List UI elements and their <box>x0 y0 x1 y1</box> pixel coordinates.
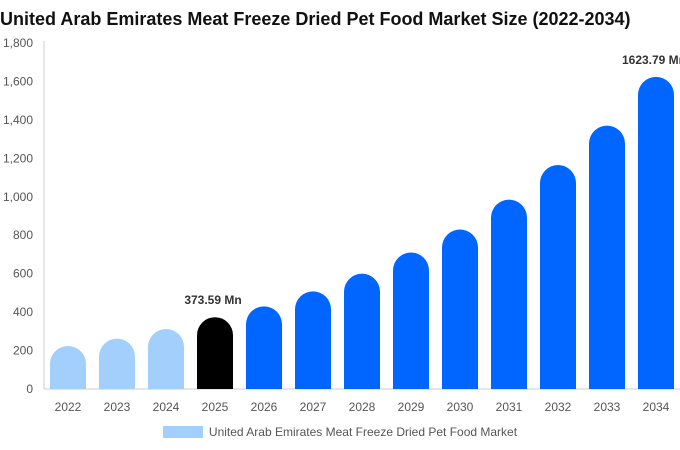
x-tick-label: 2034 <box>643 400 670 414</box>
bar-2030 <box>442 229 478 389</box>
bar-2023 <box>99 338 135 389</box>
x-tick-label: 2026 <box>251 400 278 414</box>
bar-2022 <box>50 345 86 389</box>
x-tick-label: 2029 <box>398 400 425 414</box>
labels: 373.59 Mn 1623.79 Mn <box>184 53 680 307</box>
x-tick-label: 2028 <box>349 400 376 414</box>
y-tick-label: 1,200 <box>3 151 33 165</box>
y-tick-label: 400 <box>13 305 33 319</box>
y-tick-label: 1,000 <box>3 190 33 204</box>
x-tick-label: 2025 <box>202 400 229 414</box>
x-tick-label: 2023 <box>104 400 131 414</box>
x-tick-label: 2024 <box>153 400 180 414</box>
x-tick-label: 2032 <box>545 400 572 414</box>
data-label: 1623.79 Mn <box>622 53 680 67</box>
bar-2026 <box>246 306 282 389</box>
y-tick-label: 200 <box>13 344 33 358</box>
bar-2025 <box>197 317 233 389</box>
x-tick-label: 2027 <box>300 400 327 414</box>
bar-2031 <box>491 199 527 389</box>
y-tick-label: 800 <box>13 228 33 242</box>
bar-2034 <box>638 76 674 390</box>
x-tick-label: 2030 <box>447 400 474 414</box>
x-tick-label: 2033 <box>594 400 621 414</box>
legend: United Arab Emirates Meat Freeze Dried P… <box>0 425 680 439</box>
chart-title: United Arab Emirates Meat Freeze Dried P… <box>0 9 631 29</box>
y-tick-label: 1,600 <box>3 74 33 88</box>
legend-swatch <box>162 426 203 438</box>
data-label: 373.59 Mn <box>184 293 241 307</box>
bars <box>50 76 674 390</box>
bar-2033 <box>589 125 625 390</box>
y-tick-label: 0 <box>26 382 33 396</box>
legend-label: United Arab Emirates Meat Freeze Dried P… <box>208 425 518 439</box>
y-tick-label: 600 <box>13 267 33 281</box>
x-tick-label: 2022 <box>55 400 82 414</box>
y-tick-label: 1,800 <box>3 36 33 50</box>
bar-2028 <box>344 273 380 389</box>
y-tick-label: 1,400 <box>3 113 33 127</box>
bar-2029 <box>393 252 429 389</box>
bar-2027 <box>295 291 331 389</box>
bar-2024 <box>148 329 184 389</box>
bar-2032 <box>540 165 576 389</box>
axes: 0 200 400 600 800 1,000 1,200 1,400 1,600 1,800 20… <box>3 36 680 414</box>
x-tick-label: 2031 <box>496 400 523 414</box>
